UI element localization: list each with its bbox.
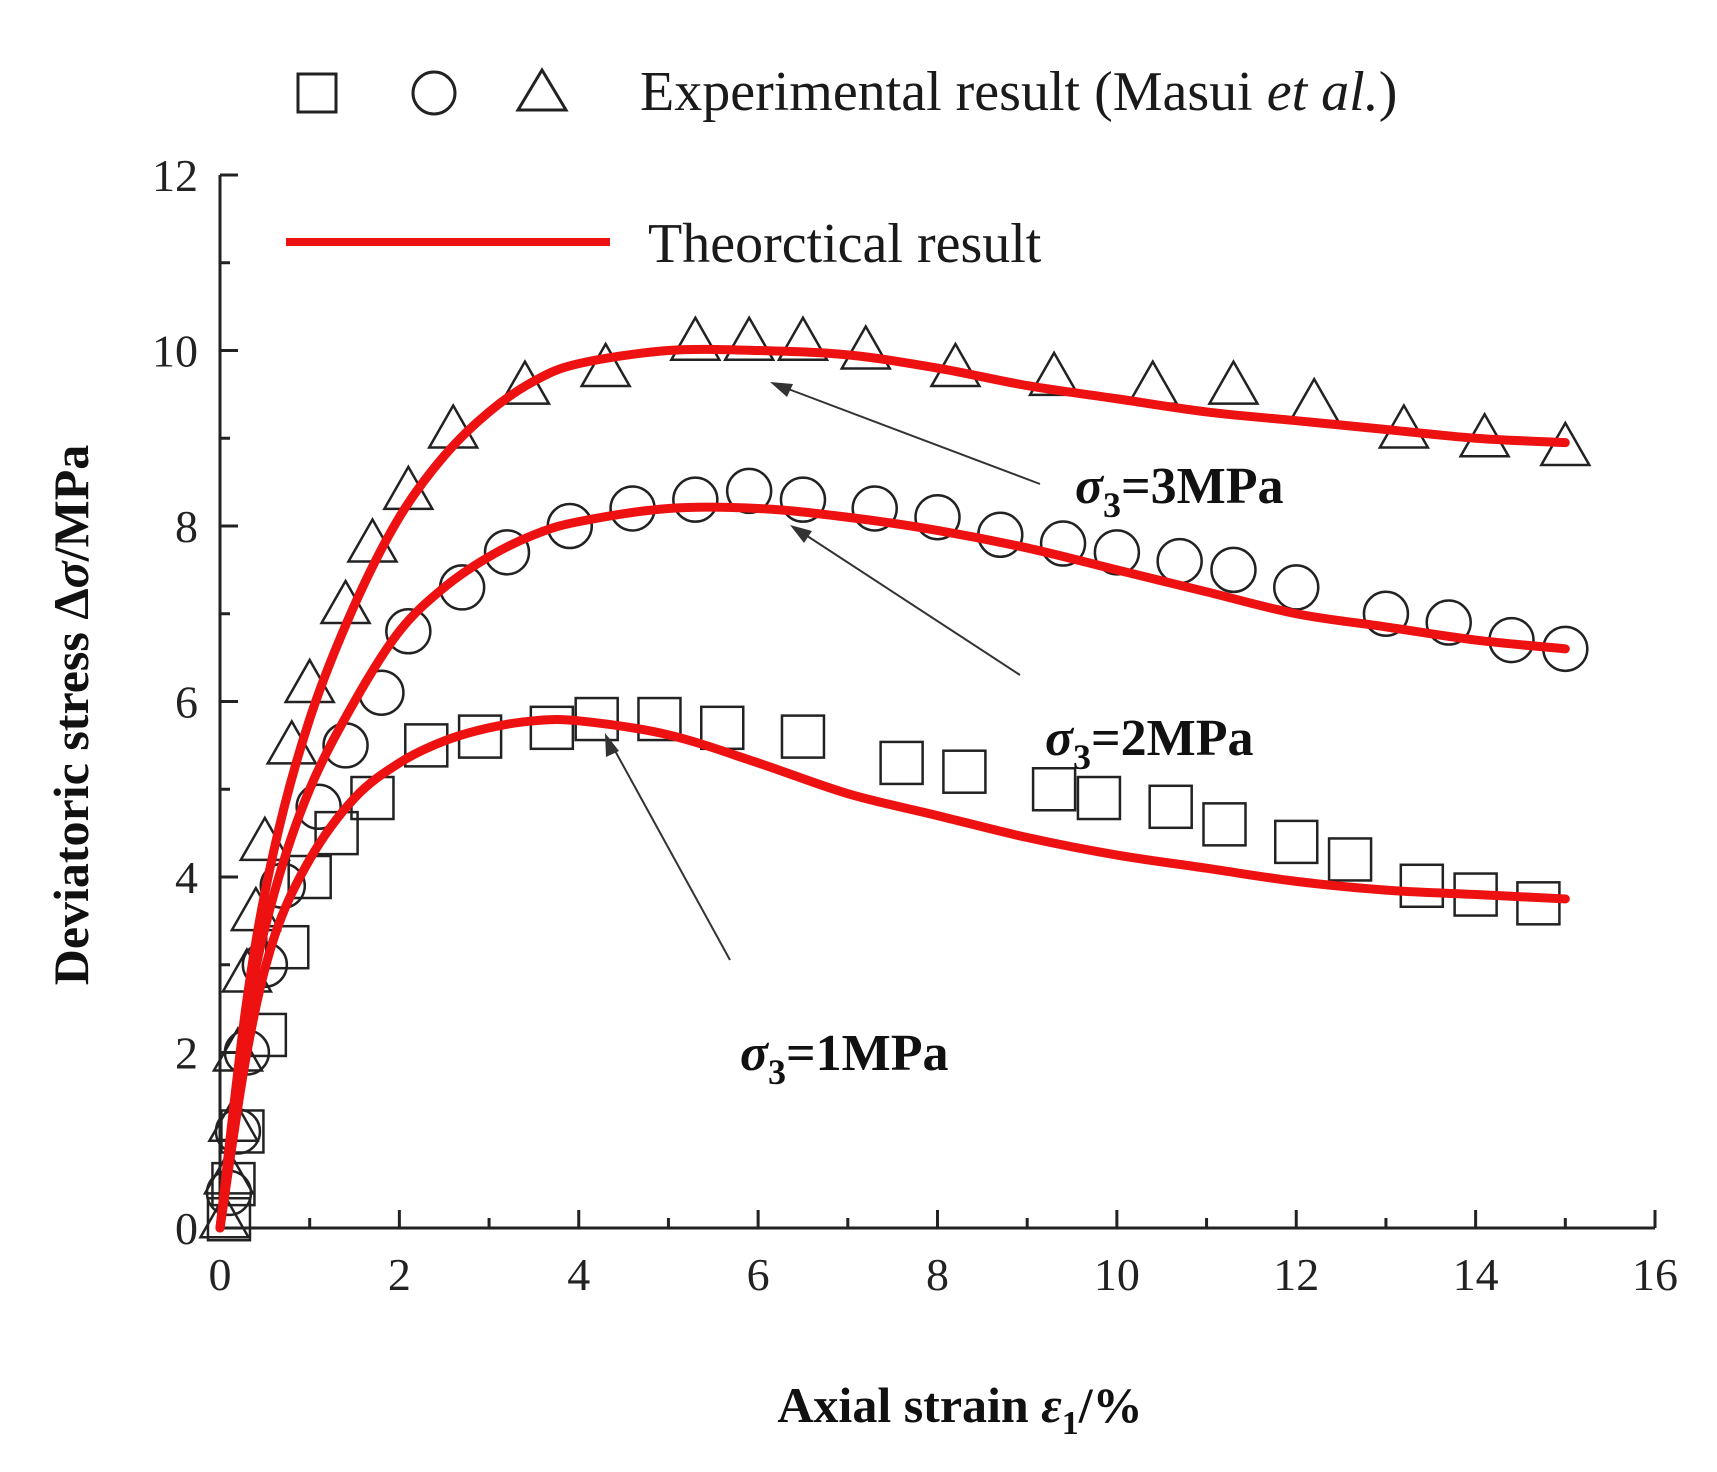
triangle-point: [839, 323, 892, 370]
annotation-arrow-3mpa: [774, 383, 1041, 485]
legend: Experimental result (Masui et al.) Theor…: [286, 61, 1397, 275]
annotation-arrow-1mpa: [607, 737, 731, 961]
y-axis-title: Deviatoric stress Δσ/MPa: [43, 445, 99, 986]
circle-point: [1425, 599, 1472, 646]
circle-point: [725, 467, 773, 515]
circle-point: [385, 608, 432, 655]
annotation-arrow-2mpa: [794, 527, 1021, 676]
circle-point: [295, 783, 342, 831]
x-tick-label: 6: [747, 1249, 770, 1300]
y-tick-label: 6: [175, 677, 198, 728]
plot-area: [198, 315, 1592, 1242]
square-point: [220, 1109, 265, 1154]
y-tick-label: 8: [175, 501, 198, 552]
x-tick-label: 16: [1632, 1249, 1678, 1300]
theoretical-curve-3: [215, 714, 1570, 1233]
square-point: [206, 1196, 252, 1242]
y-tick-label: 12: [152, 150, 198, 201]
square-point: [265, 924, 310, 970]
y-tick-label: 10: [152, 326, 198, 377]
x-tick-label: 12: [1273, 1249, 1319, 1300]
triangle-point: [669, 315, 722, 361]
legend-triangle-marker: [515, 67, 569, 112]
annotations: σ3=3MPa σ3=2MPa σ3=1MPa: [605, 382, 1284, 1092]
square-point: [942, 749, 987, 794]
y-tick-label: 2: [175, 1028, 198, 1079]
x-axis-title: Axial strain ε1/%: [777, 1377, 1142, 1442]
circle-point: [672, 476, 719, 523]
legend-square-marker: [296, 72, 338, 114]
annotation-arrowhead-1mpa: [605, 733, 619, 757]
square-point: [1031, 767, 1077, 812]
square-point: [529, 705, 575, 751]
square-point: [1274, 819, 1319, 865]
triangle-point: [198, 1192, 251, 1239]
legend-circle-marker: [411, 70, 457, 116]
annotation-arrowhead-2mpa: [790, 525, 812, 543]
annotation-label-3mpa: σ3=3MPa: [1075, 458, 1284, 525]
circle-point: [1362, 590, 1410, 637]
circle-point: [1210, 546, 1257, 594]
y-tick-label: 0: [175, 1203, 198, 1254]
square-point: [1076, 775, 1122, 821]
legend-experimental-label: Experimental result (Masui et al.): [640, 61, 1397, 123]
theoretical-curve-2: [215, 502, 1570, 1233]
square-point: [1399, 863, 1445, 909]
theoretical-curve-1: [215, 344, 1570, 1233]
triangle-point: [1207, 359, 1260, 405]
x-tick-label: 4: [567, 1249, 590, 1300]
triangle-point: [1027, 350, 1081, 397]
annotation-arrowhead-3mpa: [770, 382, 793, 397]
square-point: [404, 723, 449, 768]
x-tick-label: 10: [1094, 1249, 1140, 1300]
y-ticks: 0 2 4 6 8 10 12: [152, 150, 238, 1254]
triangle-point: [723, 315, 776, 361]
x-tick-label: 2: [388, 1249, 411, 1300]
square-point: [1327, 837, 1373, 882]
square-point: [1148, 784, 1193, 830]
square-point: [1202, 802, 1247, 847]
x-tick-label: 14: [1453, 1249, 1499, 1300]
square-point: [780, 714, 826, 759]
x-tick-label: 0: [209, 1249, 232, 1300]
triangle-point: [776, 315, 830, 361]
circle-point: [483, 529, 531, 576]
square-point: [1516, 881, 1561, 926]
circle-point: [851, 485, 898, 532]
square-point: [637, 696, 682, 742]
legend-theoretical-label: Theorctical result: [648, 213, 1042, 275]
x-tick-label: 8: [926, 1249, 949, 1300]
circle-point: [779, 476, 827, 523]
circle-point: [1039, 520, 1087, 567]
y-tick-label: 4: [175, 852, 198, 903]
experimental-series-2: [205, 467, 1589, 1217]
square-point: [879, 740, 924, 786]
annotation-label-1mpa: σ3=1MPa: [740, 1025, 949, 1092]
annotation-label-2mpa: σ3=2MPa: [1045, 710, 1254, 777]
x-ticks: 0 2 4 6 8 10 12 14 16: [209, 1210, 1678, 1300]
circle-point: [914, 493, 961, 541]
